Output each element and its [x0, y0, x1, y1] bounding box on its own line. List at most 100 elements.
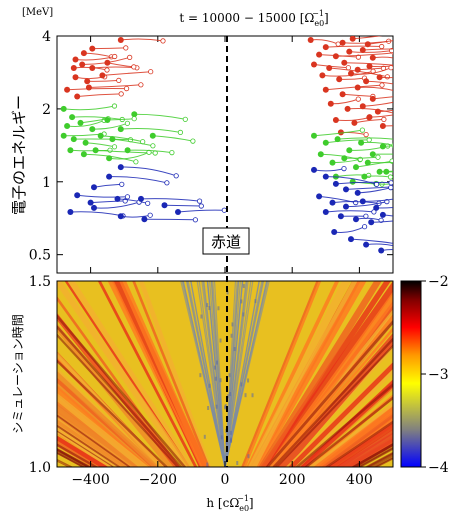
- colorbar-ticks: −2 −3 −4: [421, 274, 449, 476]
- heatmap-dark-streak: [272, 337, 393, 467]
- trajectory-line: [73, 138, 131, 141]
- colorbar-tick-label: −4: [428, 460, 449, 476]
- trajectory-line: [120, 128, 181, 133]
- heatmap-band: [258, 281, 382, 467]
- trajectory-line: [379, 76, 393, 79]
- data-point: [358, 139, 365, 146]
- data-point: [77, 119, 84, 126]
- data-point: [378, 247, 385, 254]
- trajectory-end-point: [177, 129, 183, 135]
- trajectory-end-point: [415, 250, 419, 254]
- data-point: [99, 72, 106, 79]
- data-point: [149, 132, 156, 139]
- data-point: [72, 74, 79, 81]
- heatmap-speckle: [233, 347, 236, 352]
- trajectory-end-point: [379, 82, 385, 88]
- trajectory-line: [347, 108, 393, 114]
- data-point: [117, 213, 124, 220]
- data-point: [366, 63, 373, 70]
- data-point: [87, 199, 94, 206]
- data-point: [369, 95, 376, 102]
- energy-y-label: 電子のエネルギー: [10, 95, 28, 215]
- data-point: [327, 100, 334, 107]
- heatmap-speckle: [199, 373, 202, 378]
- data-point: [337, 213, 344, 220]
- title-main: t = 10000 − 15000 [Ω: [179, 11, 314, 25]
- data-point: [329, 199, 336, 206]
- data-point: [363, 78, 370, 85]
- trajectory-end-point: [404, 59, 408, 63]
- data-point: [104, 59, 111, 66]
- trajectory-end-point: [124, 120, 131, 126]
- data-point: [363, 241, 370, 248]
- heatmap-speckle: [215, 404, 218, 409]
- trajectory-line: [367, 162, 393, 164]
- trajectory-end-point: [400, 184, 404, 188]
- heatmap-band: [342, 437, 393, 467]
- heatmap-band: [119, 281, 209, 467]
- trajectory-end-point: [394, 137, 398, 141]
- heatmap-band: [335, 429, 393, 467]
- heatmap-speckle: [229, 430, 232, 435]
- data-point: [379, 211, 386, 218]
- data-point: [379, 123, 386, 129]
- heatmap-band: [57, 370, 160, 467]
- heatmap-speckle: [217, 306, 220, 311]
- trajectory-end-point: [388, 65, 393, 71]
- heatmap-v-streak: [224, 281, 260, 467]
- heatmap-band: [57, 323, 174, 467]
- heatmap-dark-streak: [57, 324, 183, 467]
- heatmap-speckle: [200, 314, 203, 319]
- trajectory-line: [376, 206, 393, 209]
- xlabel-end: ]: [249, 496, 254, 510]
- heatmap-band: [246, 281, 340, 467]
- trajectory-line: [366, 80, 393, 85]
- unit-label: [MeV]: [22, 7, 53, 18]
- heatmap-band: [57, 351, 165, 467]
- data-point: [343, 203, 349, 210]
- trajectory-line: [322, 70, 374, 77]
- heatmap-dark-streak: [57, 359, 169, 467]
- data-point: [317, 151, 324, 158]
- trajectory-end-point: [396, 196, 400, 200]
- data-point: [316, 51, 323, 58]
- xlabel-sub: e0: [239, 504, 249, 513]
- trajectory-end-point: [398, 30, 402, 34]
- heatmap-band: [251, 281, 367, 467]
- data-point: [366, 114, 373, 121]
- data-point: [374, 108, 381, 115]
- trajectory-end-point: [123, 45, 129, 51]
- heatmap-speckle: [244, 393, 247, 398]
- data-point: [92, 147, 99, 154]
- trajectory-line: [335, 52, 393, 57]
- heatmap-band: [322, 415, 393, 467]
- x-axis-label: h [cΩe0−1]: [206, 494, 253, 513]
- data-point: [349, 178, 356, 185]
- trajectory-end-point: [388, 180, 393, 186]
- data-point: [359, 198, 366, 205]
- energy-y-tick-label: 4: [42, 29, 51, 45]
- heatmap-speckle: [242, 312, 245, 317]
- heatmap-speckle: [247, 454, 250, 459]
- trajectory-end-point: [379, 43, 385, 50]
- heatmap-speckle: [208, 306, 211, 311]
- trajectory-end-point: [131, 64, 137, 70]
- trajectory-line: [140, 198, 200, 202]
- data-point: [117, 37, 124, 43]
- trajectory-end-point: [417, 160, 421, 164]
- heatmap-band: [241, 281, 319, 467]
- heatmap-band: [57, 281, 191, 467]
- energy-scatter: [60, 30, 430, 254]
- trajectory-line: [120, 38, 164, 42]
- trajectory-end-point: [160, 38, 166, 44]
- data-point: [376, 74, 383, 81]
- trajectory-end-point: [426, 166, 430, 170]
- trajectory-end-point: [341, 166, 347, 172]
- trajectory-line: [386, 171, 393, 173]
- heatmap-x-tick-label: 200: [279, 472, 306, 488]
- heatmap-dark-streak: [57, 333, 180, 467]
- trajectory-line: [75, 56, 115, 61]
- time-y-label: シミュレーション時間: [11, 314, 25, 434]
- data-point: [343, 186, 349, 193]
- trajectory-line: [382, 145, 393, 147]
